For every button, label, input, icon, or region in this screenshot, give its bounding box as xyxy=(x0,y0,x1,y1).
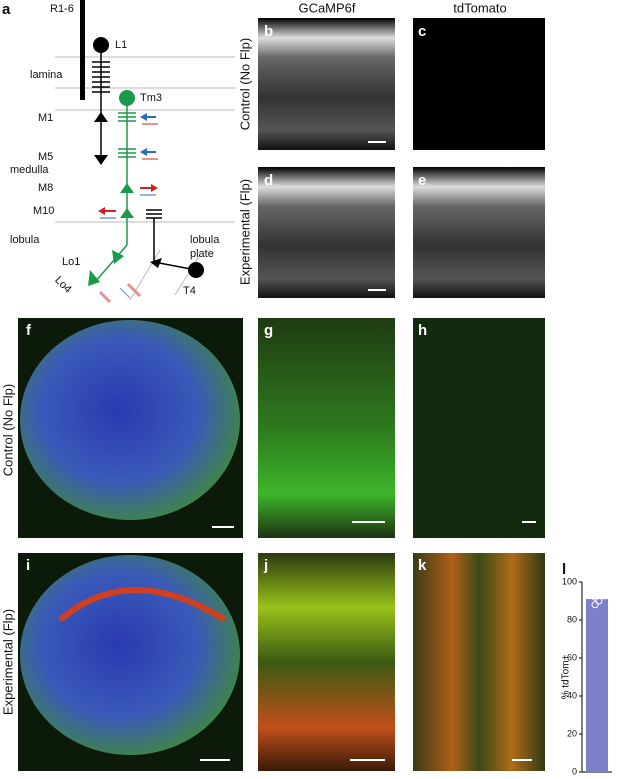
diagram-label: medulla xyxy=(10,164,49,176)
l1-terminal xyxy=(94,155,108,165)
tm3-terminal xyxy=(120,183,134,193)
micrograph xyxy=(413,167,545,298)
tm3-soma xyxy=(119,90,135,106)
diagram-label: M1 xyxy=(38,112,53,124)
micrograph xyxy=(258,553,395,771)
panel-label: e xyxy=(418,172,426,189)
micrograph xyxy=(413,18,545,150)
panel-label: g xyxy=(264,322,273,339)
diagram-label: Lo4 xyxy=(52,274,73,295)
brain xyxy=(20,320,240,520)
panel-label: k xyxy=(418,557,427,574)
brain xyxy=(20,555,240,755)
panel-label: f xyxy=(26,322,32,339)
row-label: Control (No Flp) xyxy=(237,38,252,130)
diagram-label: M10 xyxy=(33,205,54,217)
bar xyxy=(586,599,608,772)
data-point xyxy=(591,588,599,595)
y-axis-label: % tdTom+ xyxy=(561,654,572,699)
row-label: Experimental (Flp) xyxy=(0,609,15,715)
r1-6-axon xyxy=(80,0,85,100)
panel-label: h xyxy=(418,322,427,339)
row-label: Control (No Flp) xyxy=(0,384,15,476)
panel-label: c xyxy=(418,23,426,40)
panel-label: l xyxy=(562,561,566,578)
data-point xyxy=(595,589,603,597)
diagram-label: L1 xyxy=(115,39,127,51)
tm3-branch xyxy=(94,244,128,283)
micrograph xyxy=(413,553,545,771)
bar-chart: 0 20 40 60 80 100 % tdTom+ xyxy=(561,576,612,776)
micrograph xyxy=(258,318,395,538)
y-tick-label: 80 xyxy=(567,614,577,624)
panel-label: a xyxy=(2,1,11,18)
y-tick-label: 20 xyxy=(567,728,577,738)
l1-terminal xyxy=(94,112,108,122)
micrograph xyxy=(413,318,545,538)
column-header: GCaMP6f xyxy=(298,0,355,15)
y-tick-label: 60 xyxy=(567,652,577,662)
diagram-label: lobula xyxy=(10,234,40,246)
diagram-label: Lo1 xyxy=(62,256,80,268)
data-point xyxy=(595,597,603,605)
y-tick-label: 100 xyxy=(562,576,577,586)
data-point xyxy=(591,601,599,609)
diagram-label: M5 xyxy=(38,151,53,163)
column-header: tdTomato xyxy=(453,0,506,15)
diagram-label: plate xyxy=(190,248,214,260)
diagram: R1-6 L1 lamina Tm3 M1 M5 medulla M8 M10 … xyxy=(10,0,235,304)
diagram-label: lobula xyxy=(190,234,220,246)
layer-line xyxy=(174,254,201,296)
micrograph xyxy=(258,167,395,298)
diagram-label: M8 xyxy=(38,182,53,194)
y-tick-label: 40 xyxy=(567,690,577,700)
l1-comb xyxy=(92,61,110,93)
brain-layer xyxy=(58,587,227,623)
tm3-terminal xyxy=(88,270,100,286)
y-tick-label: 0 xyxy=(572,766,577,776)
arrows xyxy=(98,113,158,304)
diagram-label: Tm3 xyxy=(140,92,162,104)
diagram-label: T4 xyxy=(183,285,196,297)
tm3-terminal xyxy=(120,208,134,218)
panel-label: d xyxy=(264,172,273,189)
diagram-label: lamina xyxy=(30,69,63,81)
t4-soma xyxy=(188,262,204,278)
panel-label: i xyxy=(26,557,30,574)
t4-dendrite xyxy=(150,258,162,268)
panel-label: j xyxy=(263,557,268,574)
tm3-terminal xyxy=(112,250,124,264)
diagram-label: R1-6 xyxy=(50,3,74,15)
l1-soma xyxy=(93,37,109,53)
row-label: Experimental (Flp) xyxy=(237,179,252,285)
tm3-comb xyxy=(118,112,136,158)
micrograph xyxy=(258,18,395,150)
panel-label: b xyxy=(264,23,273,40)
